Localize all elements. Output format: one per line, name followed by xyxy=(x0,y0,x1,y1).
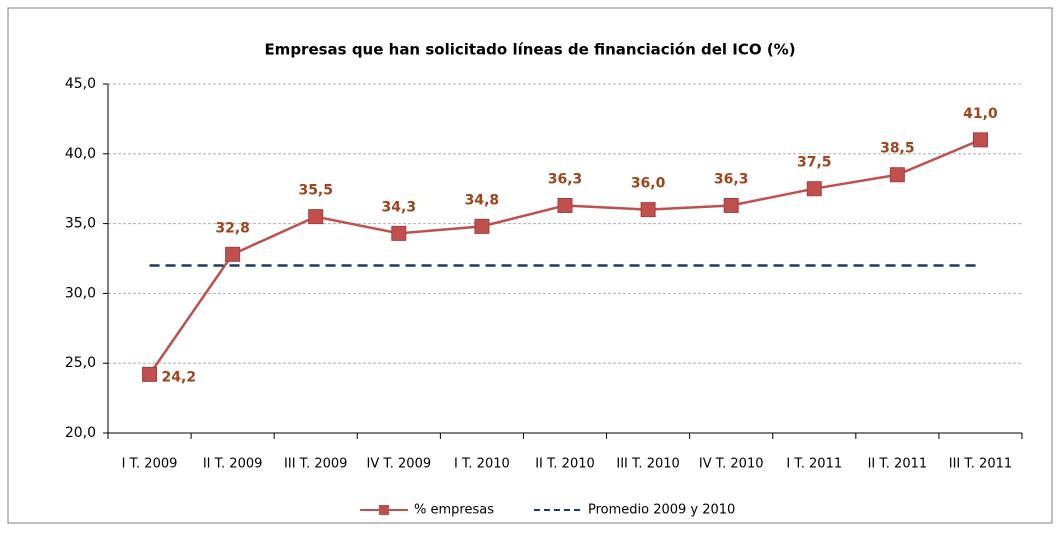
y-tick-label: 25,0 xyxy=(65,355,96,371)
x-tick-label: III T. 2009 xyxy=(284,457,347,472)
data-label: 34,3 xyxy=(382,199,417,215)
data-label: 24,2 xyxy=(162,369,197,385)
x-tick-label: I T. 2011 xyxy=(786,457,842,472)
y-tick-label: 45,0 xyxy=(65,76,96,92)
data-point xyxy=(225,246,241,262)
data-point xyxy=(391,225,407,241)
data-label: 41,0 xyxy=(963,106,998,122)
chart-title: Empresas que han solicitado líneas de fi… xyxy=(264,41,795,59)
x-tick-label: I T. 2010 xyxy=(454,457,510,472)
legend-label: % empresas xyxy=(414,503,494,518)
data-point xyxy=(889,167,905,183)
data-point xyxy=(474,218,490,234)
data-point xyxy=(972,132,988,148)
x-tick-label: III T. 2011 xyxy=(949,457,1012,472)
data-label: 37,5 xyxy=(797,155,832,171)
data-label: 36,3 xyxy=(548,171,583,187)
data-label: 32,8 xyxy=(215,220,250,236)
data-label: 34,8 xyxy=(465,192,500,208)
data-label: 38,5 xyxy=(880,141,915,157)
y-tick-label: 40,0 xyxy=(65,146,96,162)
data-label: 36,0 xyxy=(631,176,666,192)
data-point xyxy=(640,202,656,218)
data-point xyxy=(557,197,573,213)
x-tick-label: II T. 2011 xyxy=(868,457,928,472)
y-tick-label: 20,0 xyxy=(65,425,96,441)
x-tick-label: I T. 2009 xyxy=(122,457,178,472)
legend-label: Promedio 2009 y 2010 xyxy=(588,503,735,518)
data-label: 36,3 xyxy=(714,171,749,187)
x-tick-label: III T. 2010 xyxy=(616,457,679,472)
data-point xyxy=(806,181,822,197)
x-tick-label: II T. 2009 xyxy=(203,457,263,472)
x-tick-label: IV T. 2010 xyxy=(699,457,764,472)
x-tick-label: II T. 2010 xyxy=(535,457,595,472)
data-point xyxy=(142,366,158,382)
x-tick-label: IV T. 2009 xyxy=(367,457,432,472)
y-tick-label: 35,0 xyxy=(65,216,96,232)
legend-marker xyxy=(379,505,389,515)
data-point xyxy=(723,197,739,213)
data-label: 35,5 xyxy=(298,183,333,199)
y-tick-label: 30,0 xyxy=(65,285,96,301)
data-point xyxy=(308,209,324,225)
